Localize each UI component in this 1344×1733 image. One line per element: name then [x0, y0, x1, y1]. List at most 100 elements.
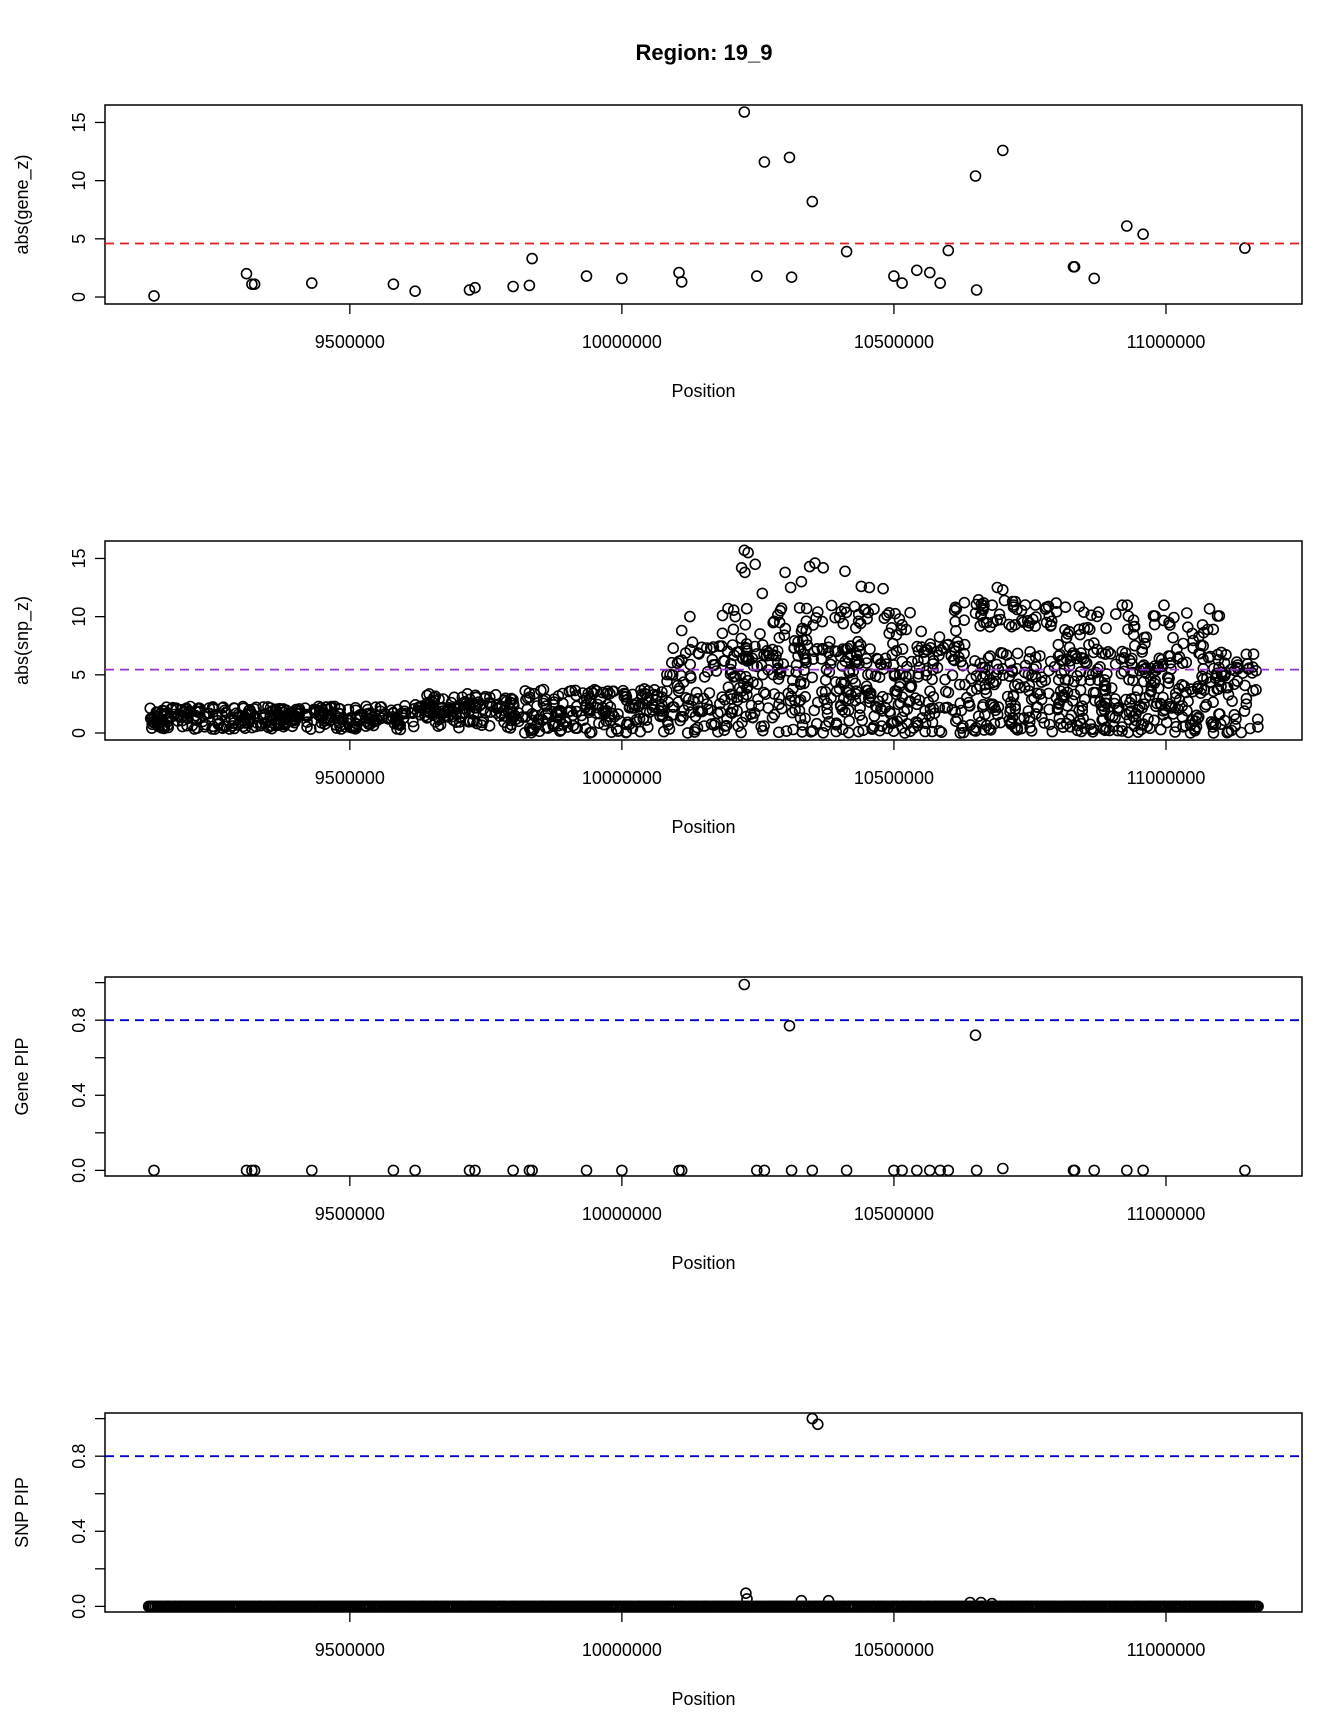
data-point [972, 593, 985, 606]
data-point [576, 687, 589, 699]
x-tick-label: 10000000 [582, 1204, 662, 1224]
data-point [905, 681, 917, 694]
data-point [299, 702, 312, 715]
data-point [1230, 713, 1242, 725]
data-point [756, 587, 769, 600]
data-point [763, 649, 776, 662]
data-point [393, 718, 406, 731]
data-point [1023, 685, 1035, 697]
data-point [823, 715, 835, 728]
x-axis-label: Position [671, 1689, 735, 1709]
data-point [1023, 679, 1036, 692]
data-point [614, 715, 626, 727]
data-point [1143, 689, 1156, 702]
data-point [257, 701, 270, 713]
data-point [729, 610, 742, 623]
data-point [810, 612, 822, 624]
data-point [727, 671, 740, 683]
data-point [924, 638, 937, 650]
data-point [1104, 647, 1117, 660]
x-tick-label: 11000000 [1127, 332, 1206, 352]
data-point [207, 701, 219, 713]
data-point [899, 727, 911, 739]
data-point [758, 156, 771, 168]
data-point [885, 621, 898, 634]
data-point [833, 682, 846, 695]
data-point [1079, 655, 1091, 668]
data-point [773, 631, 786, 644]
data-point [1059, 673, 1072, 686]
data-point [800, 602, 813, 615]
data-point [1073, 704, 1085, 717]
data-point [673, 655, 685, 668]
data-point [844, 648, 857, 661]
data-point [795, 575, 808, 588]
data-point [1116, 599, 1128, 612]
data-point [825, 654, 838, 666]
data-point [894, 677, 907, 690]
data-point [1103, 724, 1116, 737]
data-point [478, 692, 491, 705]
data-point [675, 276, 688, 288]
data-point [835, 676, 848, 689]
data-point [1222, 681, 1234, 694]
data-point [805, 725, 817, 738]
data-point [975, 1596, 987, 1609]
data-point [1252, 1600, 1264, 1612]
data-point [1170, 720, 1182, 733]
data-point [407, 720, 420, 733]
data-point [848, 600, 861, 613]
data-point [1034, 650, 1046, 662]
data-point [942, 1164, 955, 1176]
data-point [794, 678, 807, 691]
data-point [301, 716, 313, 728]
data-point [970, 721, 982, 734]
data-point [904, 606, 916, 619]
data-point [806, 1164, 819, 1176]
data-point [684, 610, 696, 623]
data-point [1238, 705, 1251, 717]
data-point [700, 642, 713, 654]
data-point [1215, 646, 1228, 659]
data-point [571, 722, 584, 735]
data-point [852, 615, 865, 628]
data-point [919, 725, 931, 738]
data-point [1031, 687, 1044, 700]
data-point [1003, 714, 1016, 726]
data-point [800, 633, 813, 646]
data-point [1251, 713, 1264, 726]
data-point [301, 721, 313, 733]
data-point [852, 725, 865, 738]
data-point [772, 726, 785, 739]
data-point [1084, 674, 1096, 687]
data-point [1097, 700, 1110, 713]
data-point [986, 599, 999, 612]
data-point [1038, 717, 1050, 729]
data-point [742, 654, 755, 667]
y-tick-label: 15 [69, 112, 89, 132]
x-tick-label: 10500000 [854, 1204, 934, 1224]
data-point [927, 702, 940, 715]
data-point [811, 606, 824, 618]
data-point [754, 628, 766, 640]
data-point [725, 657, 737, 670]
data-point [1058, 682, 1070, 695]
data-point [1127, 666, 1139, 679]
data-point [727, 604, 740, 617]
y-axis-label: abs(gene_z) [12, 154, 33, 254]
data-point [450, 706, 463, 719]
data-point [684, 658, 697, 671]
data-point [734, 670, 747, 682]
data-point [727, 623, 740, 636]
data-point [810, 717, 823, 730]
data-point [1247, 648, 1260, 661]
data-point [249, 710, 261, 723]
data-point [565, 705, 577, 717]
data-point [1088, 272, 1100, 285]
x-tick-label: 11000000 [1127, 1640, 1206, 1660]
data-point [526, 1164, 538, 1176]
data-point [1206, 718, 1218, 731]
data-point [786, 706, 799, 719]
data-point [854, 617, 867, 630]
